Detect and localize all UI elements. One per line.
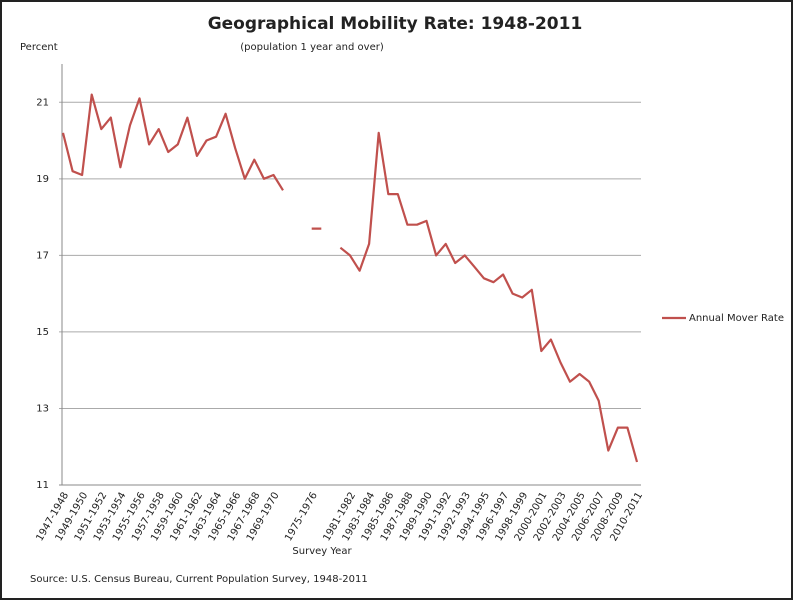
y-axis-title: Percent bbox=[20, 42, 58, 53]
y-tick-label: 21 bbox=[36, 97, 49, 108]
y-tick-label: 19 bbox=[36, 174, 49, 185]
y-tick-label: 15 bbox=[36, 327, 49, 338]
y-tick-label: 11 bbox=[36, 480, 49, 491]
data-line bbox=[61, 93, 639, 463]
y-tick-label: 17 bbox=[36, 250, 49, 261]
x-axis-title: Survey Year bbox=[292, 546, 352, 557]
chart-title: Geographical Mobility Rate: 1948-2011 bbox=[208, 14, 583, 34]
y-tick-label: 13 bbox=[36, 403, 49, 414]
source-note: Source: U.S. Census Bureau, Current Popu… bbox=[30, 574, 368, 585]
chart-subtitle: (population 1 year and over) bbox=[240, 42, 384, 53]
legend-label: Annual Mover Rate bbox=[689, 313, 784, 324]
